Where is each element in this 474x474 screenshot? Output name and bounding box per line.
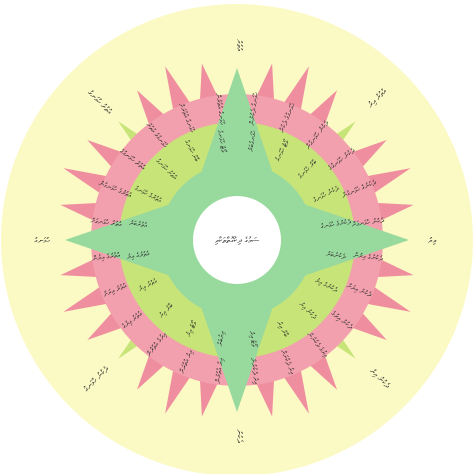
middle-ring-label: ދެކުނުބަރު bbox=[326, 250, 347, 261]
outer-spike bbox=[165, 365, 193, 414]
outer-spike bbox=[254, 63, 275, 106]
label-south: ދެކުނު bbox=[235, 429, 244, 443]
outer-spike bbox=[199, 63, 220, 106]
outer-spike bbox=[362, 168, 411, 196]
outer-ring-label: ދެކުނު ހުޅަނގަށް bbox=[351, 216, 385, 229]
outer-spike bbox=[281, 365, 309, 414]
label-west: ހުޅަނގު bbox=[34, 236, 50, 245]
outer-ring-label: އުތުރު ހުޅަނގަށް bbox=[90, 216, 123, 229]
outer-spike bbox=[371, 202, 414, 223]
outer-spike bbox=[60, 257, 103, 278]
outer-spike bbox=[254, 374, 275, 417]
outer-ring-label: ހުޅަނގު ދެކުނުން bbox=[247, 91, 260, 126]
middle-ring-label: އުތުރުގެ އިރު bbox=[126, 250, 150, 262]
outer-ring-label: ހުޅަނގު އުތުރުން bbox=[214, 93, 227, 127]
label-east: އިރު bbox=[428, 236, 437, 245]
outer-spike bbox=[63, 168, 112, 196]
outer-spike bbox=[63, 284, 112, 312]
middle-ring-label: ހުޅަނގުބަރު bbox=[247, 129, 258, 152]
outer-spike bbox=[362, 284, 411, 312]
center-label: ސަމުގެ ދިކުގޮތްތަކާއި bbox=[214, 236, 259, 246]
outer-ring-label: އިރު ދެކުނުން bbox=[249, 357, 262, 385]
outer-ring-label: އުތުރުގެ އިރުން bbox=[92, 250, 122, 263]
outer-spike bbox=[60, 202, 103, 223]
center-hole bbox=[193, 196, 281, 284]
outer-ring-label: ދެކުނުގެ އިރުން bbox=[353, 250, 384, 263]
middle-ring-label: އިރުބަރު bbox=[216, 330, 226, 347]
outer-ring-label: އިރު އުތުރުން bbox=[213, 357, 225, 384]
outer-spike bbox=[371, 257, 414, 278]
middle-ring-label: އުތުރުބަރު bbox=[129, 219, 149, 230]
outer-spike bbox=[165, 66, 193, 115]
middle-ring-label: ވޯޓު ހުޅަނގު bbox=[216, 129, 229, 154]
middle-ring-label: ވޯޓު އިރު bbox=[247, 330, 259, 348]
outer-spike bbox=[281, 66, 309, 115]
label-north: އުތުރު bbox=[235, 39, 244, 51]
outer-spike bbox=[199, 374, 220, 417]
